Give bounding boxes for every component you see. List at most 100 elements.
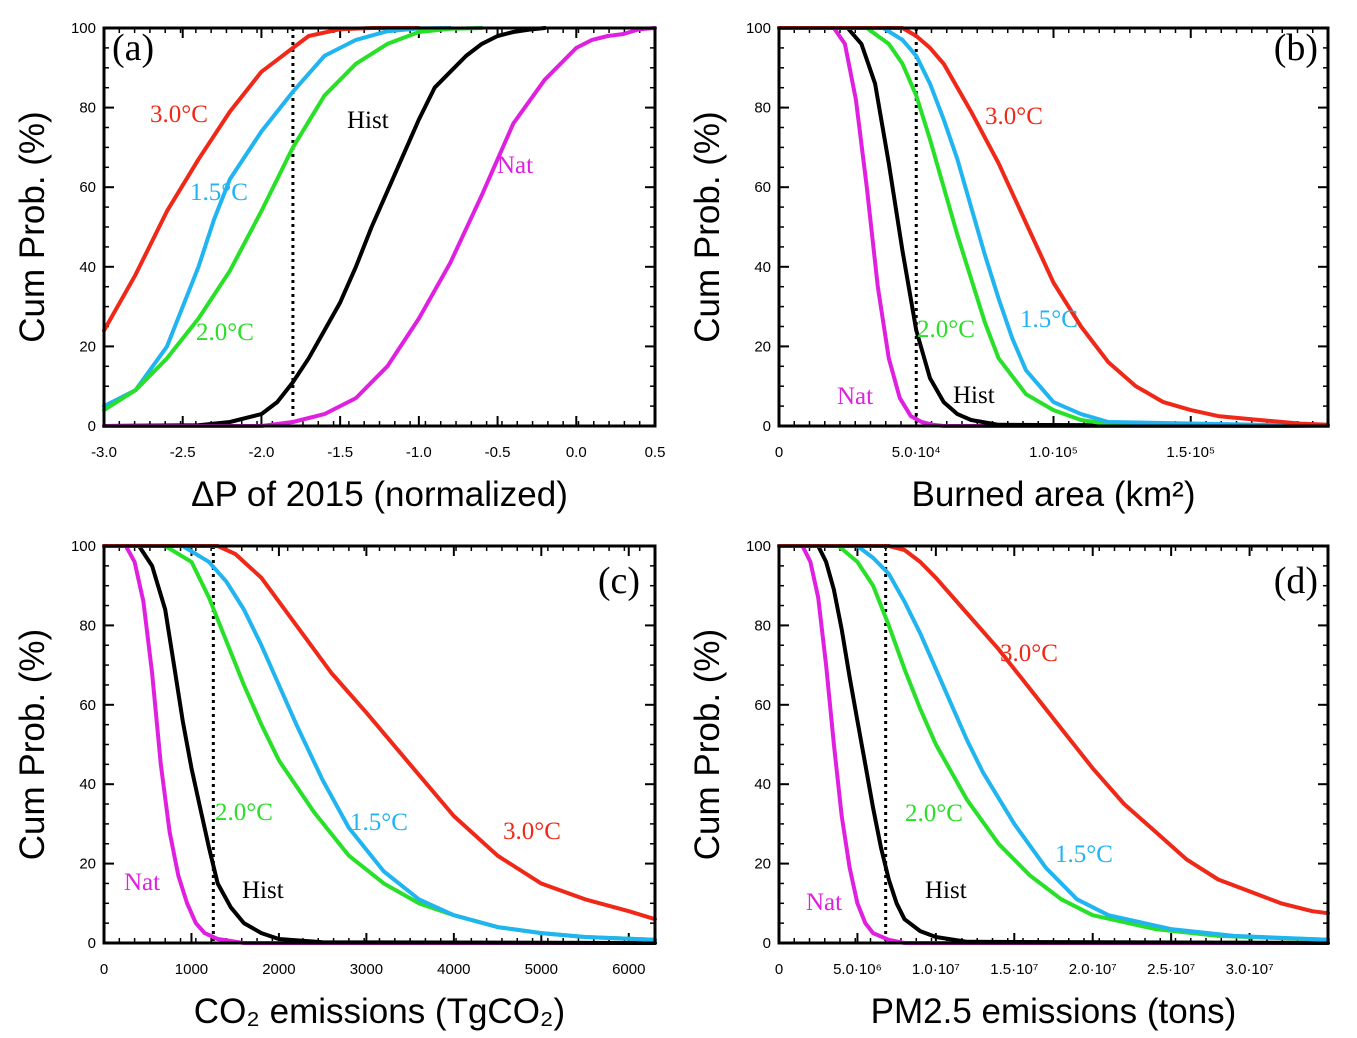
series-label-c20: 2.0°C [196, 319, 254, 346]
y-tick-label: 60 [79, 697, 96, 714]
series-line-c30 [102, 544, 657, 922]
panel-label: (a) [112, 27, 154, 69]
y-tick-label: 60 [754, 697, 771, 714]
series-label-c20: 2.0°C [905, 800, 963, 827]
series-line-hist [777, 26, 1330, 428]
y-tick-label: 80 [754, 100, 771, 117]
x-tick-label: 2000 [262, 961, 295, 978]
x-tick-label: -0.5 [485, 444, 511, 461]
series-label-c15: 1.5°C [190, 179, 248, 206]
series-line-c15 [777, 544, 1330, 942]
plot-frame [777, 544, 1330, 945]
y-axis-title: Cum Prob. (%) [13, 629, 52, 860]
x-tick-label: 3.0·10⁷ [1226, 961, 1274, 978]
plot-frame [102, 544, 657, 945]
series-line-hist [102, 544, 657, 945]
x-axis-title: CO₂ emissions (TgCO₂) [194, 992, 565, 1031]
series-label-c30: 3.0°C [150, 101, 208, 128]
y-tick-label: 20 [754, 856, 771, 873]
series-line-c20 [102, 26, 484, 413]
y-tick-label: 100 [71, 538, 96, 555]
y-tick-label: 40 [79, 776, 96, 793]
y-axis-title: Cum Prob. (%) [13, 111, 52, 342]
x-tick-label: 3000 [350, 961, 383, 978]
series-label-c20: 2.0°C [917, 316, 975, 343]
series-line-nat [777, 544, 1330, 945]
y-tick-label: 80 [79, 100, 96, 117]
series-line-hist [777, 544, 1330, 945]
x-tick-label: 4000 [437, 961, 470, 978]
x-tick-label: -2.5 [170, 444, 196, 461]
y-tick-label: 0 [763, 418, 771, 435]
x-tick-label: 0 [775, 444, 783, 461]
y-tick-label: 100 [746, 20, 771, 37]
y-tick-label: 40 [754, 259, 771, 276]
series-line-nat [102, 544, 657, 945]
panel-b: 0 5.0·10⁴ 1.0·10⁵ 1.5·10⁵ 0 20 40 60 80 100 Nat His… [688, 20, 1330, 514]
series-label-c30: 3.0°C [503, 818, 561, 845]
y-tick-label: 100 [746, 538, 771, 555]
panel-label: (d) [1274, 560, 1318, 602]
series-line-c30 [777, 544, 1330, 916]
x-tick-label: -3.0 [91, 444, 117, 461]
series-label-nat: Nat [806, 889, 842, 916]
series-line-hist [102, 26, 547, 428]
series-line-nat [777, 26, 1330, 428]
x-tick-label: 2.5·10⁷ [1147, 961, 1195, 978]
series-label-hist: Hist [925, 877, 967, 904]
y-tick-label: 0 [88, 935, 96, 952]
x-axis-title: Burned area (km²) [912, 475, 1196, 514]
x-tick-label: 2.0·10⁷ [1069, 961, 1117, 978]
series-line-c30 [777, 26, 1330, 427]
x-tick-label: 5000 [525, 961, 558, 978]
y-tick-label: 60 [79, 179, 96, 196]
x-axis-title: ΔP of 2015 (normalized) [191, 475, 568, 514]
x-tick-label: 6000 [612, 961, 645, 978]
series-label-nat: Nat [124, 869, 160, 896]
panel-d: 0 5.0·10⁶ 1.0·10⁷ 1.5·10⁷ 2.0·10⁷ 2.5·10⁷ 3.0·… [688, 538, 1330, 1031]
y-axis-title: Cum Prob. (%) [688, 629, 727, 860]
panel-label: (c) [598, 560, 640, 602]
x-tick-label: 1000 [175, 961, 208, 978]
x-axis-title: PM2.5 emissions (tons) [871, 992, 1237, 1031]
y-tick-label: 60 [754, 179, 771, 196]
x-tick-label: 5.0·10⁴ [892, 444, 941, 461]
x-tick-label: 1.5·10⁵ [1166, 444, 1215, 461]
series-label-hist: Hist [242, 877, 284, 904]
y-tick-label: 0 [763, 935, 771, 952]
panel-c: 0 1000 2000 3000 4000 5000 6000 0 20 40 60 80 100 Nat… [13, 538, 657, 1031]
series-label-c20: 2.0°C [215, 799, 273, 826]
x-tick-label: 0.0 [566, 444, 587, 461]
x-tick-label: -1.5 [327, 444, 353, 461]
y-tick-label: 20 [79, 856, 96, 873]
series-label-hist: Hist [347, 107, 389, 134]
y-axis-title: Cum Prob. (%) [688, 111, 727, 342]
plot-frame [102, 26, 657, 428]
series-line-nat [102, 26, 657, 428]
y-tick-label: 0 [88, 418, 96, 435]
panel-label: (b) [1274, 27, 1318, 69]
series-label-hist: Hist [953, 382, 995, 409]
x-tick-label: 1.0·10⁷ [912, 961, 960, 978]
x-tick-label: 1.0·10⁵ [1029, 444, 1078, 461]
y-tick-label: 80 [754, 617, 771, 634]
panel-a: -3.0 -2.5 -2.0 -1.5 -1.0 -0.5 0.0 0.5 0 20 40 60 80 1… [13, 20, 665, 514]
y-tick-label: 40 [79, 259, 96, 276]
series-label-nat: Nat [837, 383, 873, 410]
series-line-c15 [777, 26, 1330, 428]
series-label-c30: 3.0°C [1000, 640, 1058, 667]
series-line-c15 [102, 26, 453, 409]
series-label-nat: Nat [497, 152, 533, 179]
plot-frame [777, 26, 1330, 428]
y-tick-label: 100 [71, 20, 96, 37]
x-tick-label: 0 [100, 961, 108, 978]
series-line-c30 [102, 26, 421, 333]
series-label-c15: 1.5°C [1020, 306, 1078, 333]
x-tick-label: 1.5·10⁷ [990, 961, 1038, 978]
y-tick-label: 20 [754, 338, 771, 355]
series-label-c30: 3.0°C [985, 103, 1043, 130]
y-tick-label: 20 [79, 338, 96, 355]
y-tick-label: 40 [754, 776, 771, 793]
series-line-c20 [777, 544, 1330, 942]
